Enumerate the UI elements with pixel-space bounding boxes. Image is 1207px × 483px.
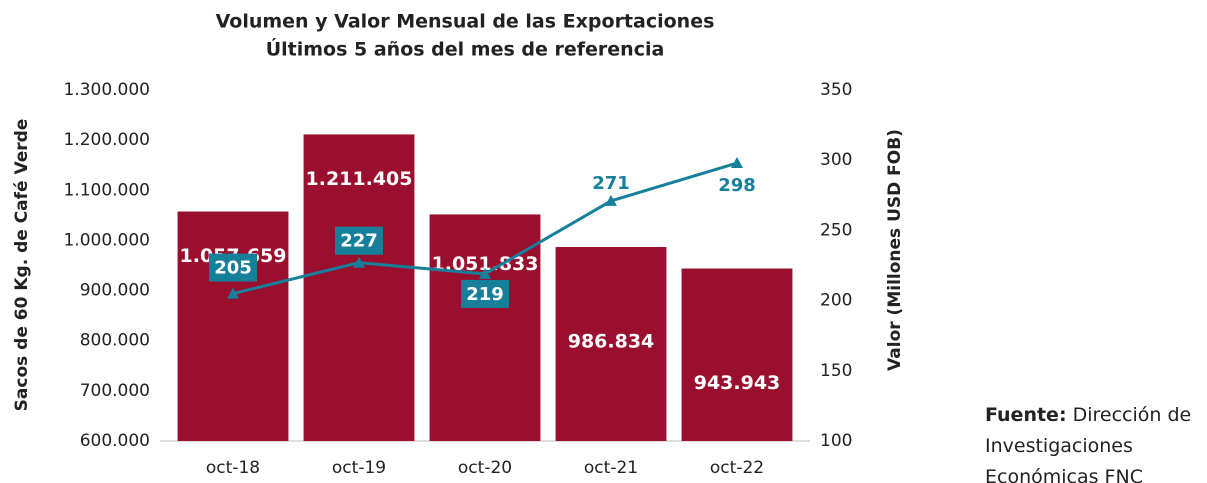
- source-label: Fuente:: [985, 404, 1067, 426]
- bar: [429, 214, 541, 441]
- y2-tick-label: 100: [820, 431, 852, 451]
- y-tick-label: 900.000: [80, 281, 150, 301]
- bar-value-label: 1.211.405: [306, 168, 413, 190]
- chart-subtitle: Últimos 5 años del mes de referencia: [266, 37, 665, 61]
- y2-tick-label: 350: [820, 80, 852, 100]
- y-tick-label: 1.000.000: [63, 230, 150, 250]
- bar: [177, 211, 289, 441]
- y2-tick-label: 300: [820, 150, 852, 170]
- y2-axis-label: Valor (Millones USD FOB): [885, 129, 905, 371]
- y-tick-label: 600.000: [80, 431, 150, 451]
- y-axis-label: Sacos de 60 Kg. de Café Verde: [12, 119, 32, 412]
- y-tick-label: 800.000: [80, 331, 150, 351]
- line-label-box: [209, 253, 257, 282]
- chart-title: Volumen y Valor Mensual de las Exportaci…: [216, 11, 715, 33]
- y2-tick-label: 250: [820, 220, 852, 240]
- line-value-label: 219: [466, 284, 504, 305]
- source-note: Fuente: Dirección de Investigaciones Eco…: [985, 400, 1200, 483]
- y-tick-label: 1.100.000: [63, 180, 150, 200]
- line-marker: [353, 256, 365, 268]
- x-tick-label: oct-21: [584, 458, 638, 478]
- bar: [681, 268, 793, 441]
- x-tick-label: oct-22: [710, 458, 764, 478]
- line-value-label: 298: [718, 175, 756, 196]
- line-label-box: [461, 279, 509, 308]
- line-value-label: 227: [340, 231, 378, 252]
- y-tick-label: 700.000: [80, 381, 150, 401]
- x-tick-label: oct-20: [458, 458, 512, 478]
- line-marker: [479, 267, 491, 279]
- source-text: Dirección de Investigaciones Económicas …: [985, 404, 1192, 483]
- line-marker: [227, 287, 239, 299]
- line-value-label: 205: [214, 258, 252, 279]
- bar-value-label: 986.834: [568, 331, 655, 353]
- x-tick-label: oct-19: [332, 458, 386, 478]
- y2-tick-label: 150: [820, 361, 852, 381]
- x-tick-label: oct-18: [206, 458, 260, 478]
- y-tick-label: 1.300.000: [63, 80, 150, 100]
- bar-value-label: 943.943: [694, 372, 781, 394]
- y2-tick-label: 200: [820, 291, 852, 311]
- bar: [303, 134, 415, 441]
- line-marker: [731, 157, 743, 169]
- y-tick-label: 1.200.000: [63, 130, 150, 150]
- bar: [555, 247, 667, 441]
- line-value-label: 271: [592, 173, 630, 194]
- line-label-box: [335, 226, 383, 255]
- line-marker: [605, 194, 617, 206]
